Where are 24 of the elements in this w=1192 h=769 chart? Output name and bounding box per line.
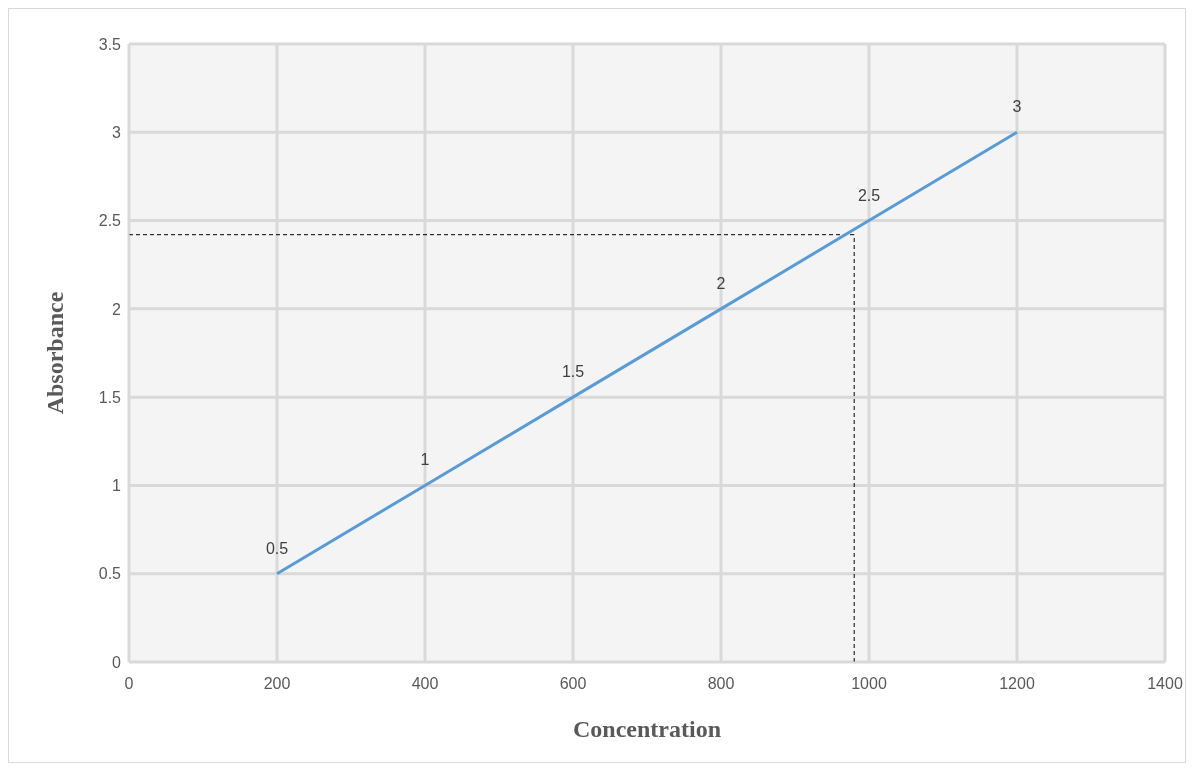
x-tick-label: 800: [707, 675, 735, 693]
y-tick-label: 3.5: [98, 35, 122, 53]
data-label: 1: [420, 451, 430, 469]
y-axis-title: Absorbance: [41, 291, 68, 415]
y-tick-label: 2.5: [98, 212, 122, 230]
x-tick-label: 200: [263, 675, 291, 693]
y-tick-label: 2: [112, 300, 122, 318]
x-tick-label: 1000: [851, 675, 887, 693]
data-label: 2.5: [857, 186, 881, 204]
data-label: 3: [1012, 98, 1022, 116]
x-tick-label: 1200: [999, 675, 1035, 693]
y-tick-label: 1: [112, 477, 122, 495]
y-tick-label: 0: [112, 653, 122, 671]
data-label: 0.5: [265, 539, 289, 557]
x-tick-label: 1400: [1147, 675, 1183, 693]
x-tick-label: 400: [411, 675, 439, 693]
x-tick-label: 600: [559, 675, 587, 693]
x-tick-label: 0: [124, 675, 134, 693]
y-tick-label: 0.5: [98, 565, 122, 583]
x-axis-title: Concentration: [573, 716, 721, 742]
data-label: 2: [716, 274, 726, 292]
y-tick-label: 1.5: [98, 388, 122, 406]
y-tick-label: 3: [112, 123, 122, 141]
data-label: 1.5: [561, 363, 585, 381]
